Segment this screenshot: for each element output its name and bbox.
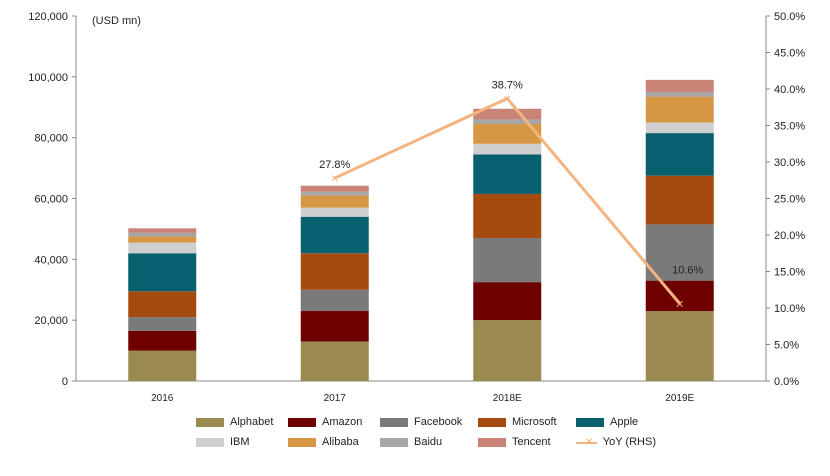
y-tick-label: 40,000 — [34, 254, 68, 266]
y2-tick-label: 35.0% — [774, 121, 805, 133]
bar-baidu — [300, 191, 369, 196]
bar-baidu — [473, 119, 542, 124]
legend-swatch — [196, 417, 224, 427]
y2-tick-label: 15.0% — [774, 267, 805, 279]
x-tick-label: 2016 — [151, 393, 174, 404]
y2-tick-label: 40.0% — [774, 84, 805, 96]
bar-tencent — [473, 108, 542, 120]
legend-item-alibaba: Alibaba — [288, 436, 380, 448]
bar-tencent — [128, 228, 197, 233]
legend-label: YoY (RHS) — [602, 436, 656, 448]
bar-apple — [473, 154, 542, 194]
y-tick-label: 120,000 — [28, 11, 68, 23]
legend-item-facebook: Facebook — [380, 416, 478, 428]
yoy-marker: × — [331, 170, 339, 186]
legend-swatch — [380, 437, 408, 447]
yoy-label: 38.7% — [492, 79, 523, 91]
bar-alibaba — [300, 195, 369, 208]
legend-item-alphabet: Alphabet — [196, 416, 288, 428]
bar-ibm — [300, 207, 369, 217]
y2-tick-label: 45.0% — [774, 48, 805, 60]
yoy-marker: × — [503, 90, 511, 106]
x-tick-label: 2018E — [493, 393, 522, 404]
legend-label: Facebook — [414, 416, 463, 428]
bar-alphabet — [645, 311, 714, 381]
legend-swatch — [288, 437, 316, 447]
bar-microsoft — [645, 175, 714, 225]
y2-tick-label: 5.0% — [774, 340, 799, 352]
bar-tencent — [300, 185, 369, 192]
legend-item-tencent: Tencent — [478, 436, 576, 448]
bar-alphabet — [473, 320, 542, 381]
bar-ibm — [473, 143, 542, 155]
bar-apple — [645, 133, 714, 176]
legend-label: Apple — [610, 416, 639, 428]
legend-swatch — [478, 417, 506, 427]
yoy-marker: × — [676, 296, 684, 312]
y-tick-label: 100,000 — [28, 72, 68, 84]
bar-apple — [128, 253, 197, 292]
legend-swatch — [576, 417, 604, 427]
y2-tick-label: 20.0% — [774, 230, 805, 242]
legend-label: Alibaba — [322, 436, 359, 448]
x-tick-label: 2019E — [665, 393, 694, 404]
bar-facebook — [128, 317, 197, 331]
y-tick-label: 60,000 — [34, 194, 68, 206]
legend-swatch — [576, 433, 597, 449]
bar-alibaba — [128, 236, 197, 243]
bar-ibm — [128, 242, 197, 254]
legend: Alphabet Amazon Facebook Microsoft Apple IBM A… — [196, 416, 656, 449]
bar-alibaba — [473, 123, 542, 144]
bar-baidu — [645, 92, 714, 97]
legend-swatch — [478, 437, 506, 447]
bar-alibaba — [645, 96, 714, 123]
bar-ibm — [645, 122, 714, 134]
y2-tick-label: 25.0% — [774, 194, 805, 206]
bar-microsoft — [473, 193, 542, 239]
legend-item-yoy-rhs: YoY (RHS) — [576, 433, 656, 449]
legend-swatch — [288, 417, 316, 427]
bar-tencent — [645, 79, 714, 93]
y2-tick-label: 30.0% — [774, 157, 805, 169]
legend-label: Alphabet — [230, 416, 274, 428]
y-tick-label: 20,000 — [34, 315, 68, 327]
bar-amazon — [645, 280, 714, 312]
yoy-label: 27.8% — [319, 159, 350, 171]
bar-facebook — [300, 289, 369, 312]
bar-amazon — [128, 330, 197, 351]
y2-tick-label: 50.0% — [774, 11, 805, 23]
legend-swatch — [380, 417, 408, 427]
bar-microsoft — [300, 253, 369, 290]
legend-label: Tencent — [512, 436, 551, 448]
legend-item-ibm: IBM — [196, 436, 288, 448]
bar-baidu — [128, 232, 197, 237]
y-tick-label: 80,000 — [34, 133, 68, 145]
y2-tick-label: 10.0% — [774, 303, 805, 315]
legend-item-microsoft: Microsoft — [478, 416, 576, 428]
unit-label: (USD mn) — [92, 15, 141, 27]
legend-label: Microsoft — [512, 416, 557, 428]
bar-facebook — [473, 238, 542, 283]
bar-microsoft — [128, 291, 197, 318]
yoy-label: 10.6% — [672, 265, 703, 277]
bar-alphabet — [128, 350, 197, 381]
bar-amazon — [300, 311, 369, 342]
y-tick-label: 0 — [62, 376, 68, 388]
legend-label: IBM — [230, 436, 250, 448]
legend-item-amazon: Amazon — [288, 416, 380, 428]
legend-item-baidu: Baidu — [380, 436, 478, 448]
x-tick-label: 2017 — [324, 393, 347, 404]
y2-tick-label: 0.0% — [774, 376, 799, 388]
legend-swatch — [196, 437, 224, 447]
bar-apple — [300, 216, 369, 254]
legend-label: Baidu — [414, 436, 443, 448]
legend-label: Amazon — [322, 416, 363, 428]
bar-facebook — [645, 224, 714, 281]
legend-item-apple: Apple — [576, 416, 656, 428]
yoy-line — [334, 96, 681, 305]
bar-alphabet — [300, 341, 369, 381]
bar-amazon — [473, 282, 542, 321]
